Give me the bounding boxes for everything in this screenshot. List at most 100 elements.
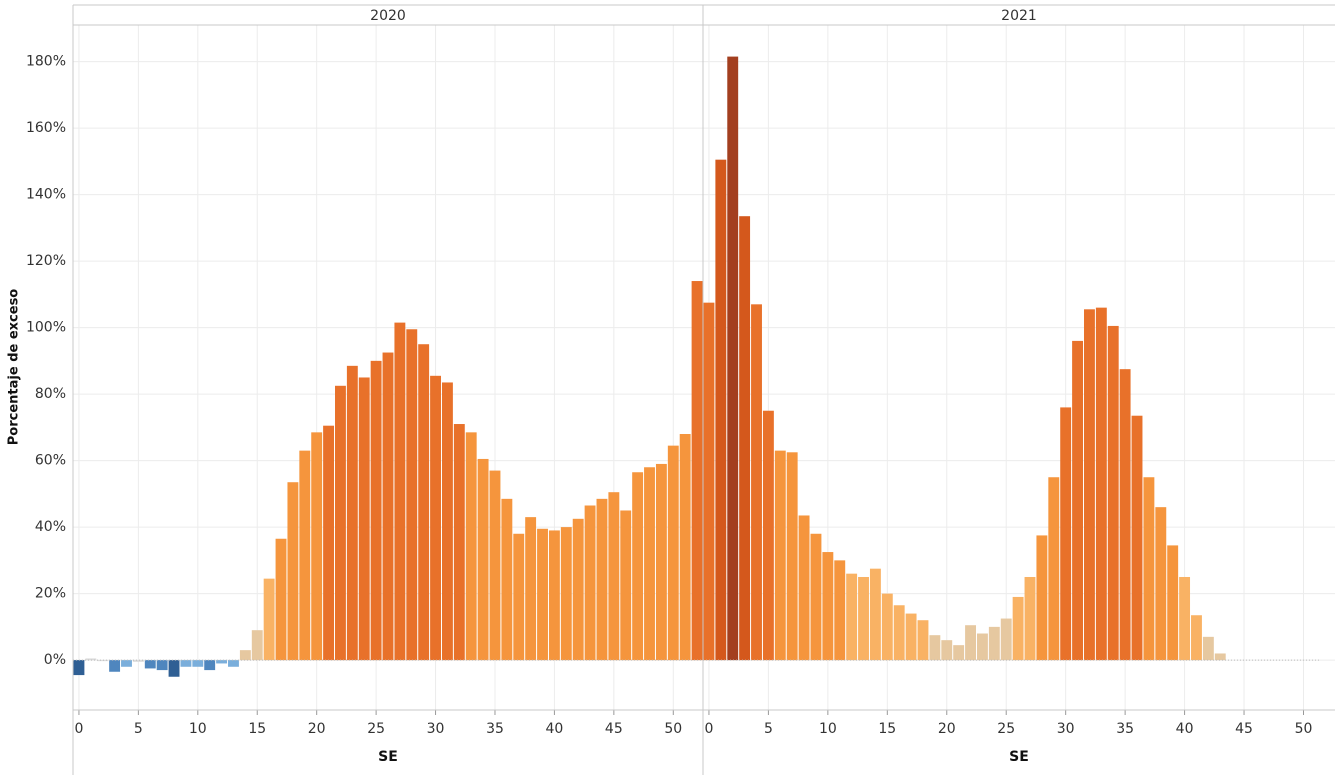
x-tick-label: 30 [427,721,445,737]
bar [965,625,976,661]
bar [834,560,846,661]
bar [394,322,406,661]
x-tick-label: 5 [134,721,143,737]
bar [1012,596,1024,661]
bar [465,432,477,661]
bar [275,538,287,661]
y-tick-label: 60% [35,453,66,469]
bar [1095,307,1107,661]
bar [881,593,893,661]
x-tick-label: 0 [74,721,83,737]
bar [1036,535,1048,661]
bar [798,515,810,661]
bar [192,660,204,667]
bar [180,660,192,667]
bar [560,527,572,661]
panel-title: 2020 [370,8,406,24]
y-axis-title: Porcentaje de exceso [7,289,22,446]
bar [822,552,834,661]
bar [715,159,727,661]
bar [976,633,988,661]
bar [537,528,548,661]
bar [204,660,216,671]
bar [584,505,596,661]
bar [346,365,358,661]
bar [786,452,798,661]
x-tick-label: 10 [819,721,837,737]
bar [85,658,97,661]
bar [477,458,489,661]
bar [1060,407,1072,661]
bar [1214,653,1226,661]
bar [596,498,608,661]
bar [644,467,655,661]
bar [418,344,430,661]
bar [608,492,620,661]
bar [525,517,537,661]
y-tick-label: 100% [26,320,66,336]
y-tick-label: 180% [26,54,66,70]
bar [168,660,180,677]
y-tick-label: 0% [44,652,66,668]
bar [941,640,953,661]
x-tick-label: 0 [704,721,713,737]
bar [679,434,691,661]
bar [869,568,881,661]
bar [441,382,453,661]
y-tick-label: 80% [35,386,66,402]
bar [703,302,715,661]
bar [1024,576,1036,661]
bar [109,660,121,672]
bar [1084,309,1095,661]
bar [73,660,85,676]
bar [311,432,323,661]
bar [1179,576,1191,661]
bar [762,410,774,661]
bar [846,573,858,661]
x-tick-label: 30 [1057,721,1075,737]
x-tick-label: 35 [1116,721,1134,737]
bar [905,613,917,661]
bar [382,352,394,661]
bar [251,630,263,661]
panel-title: 2021 [1001,8,1037,24]
x-tick-label: 40 [1176,721,1194,737]
bar [1143,477,1155,661]
bar [548,530,560,661]
x-tick-label: 50 [1295,721,1313,737]
x-tick-label: 10 [189,721,207,737]
x-tick-label: 45 [1235,721,1253,737]
bar [358,377,370,661]
bar [453,424,465,661]
bar [501,498,513,661]
bar [370,360,382,661]
bar [858,576,869,661]
bar [893,605,905,661]
bar [489,470,501,661]
bar [655,463,667,661]
x-axis-title: SE [1009,749,1029,765]
bar [1119,369,1131,661]
y-tick-label: 140% [26,187,66,203]
bar [156,660,168,671]
bar [97,660,109,662]
x-axis-title: SE [378,749,398,765]
bar [667,445,679,661]
bar [810,533,822,661]
bar [988,626,1000,661]
y-tick-label: 40% [35,519,66,535]
x-tick-label: 20 [308,721,326,737]
bar [299,450,311,661]
bar [917,620,929,661]
bar [691,281,703,661]
bar [263,578,275,661]
x-tick-label: 15 [248,721,266,737]
bar [1167,545,1179,661]
y-tick-label: 20% [35,586,66,602]
bar [430,375,441,661]
bar [1191,615,1202,661]
bar [1048,477,1060,661]
x-tick-label: 20 [938,721,956,737]
x-tick-label: 25 [997,721,1015,737]
